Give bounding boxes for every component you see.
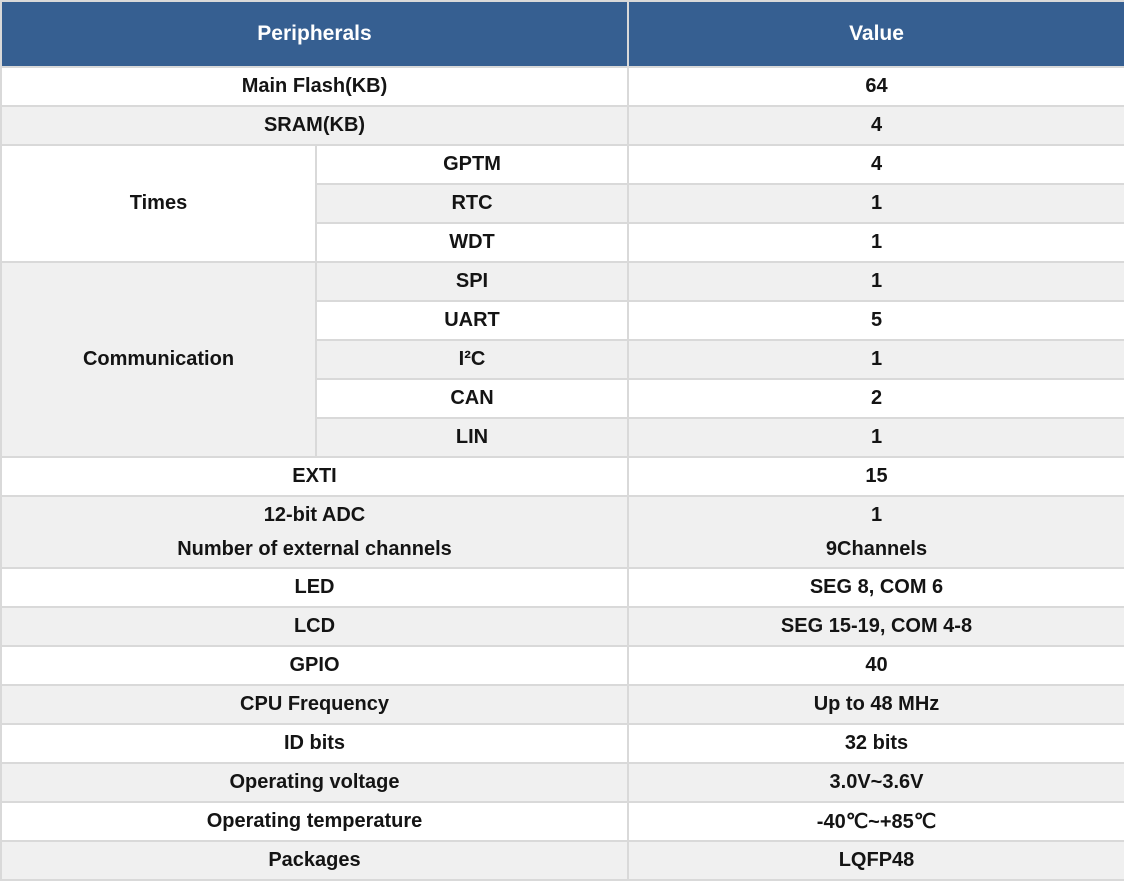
row-id-bits: ID bits 32 bits	[0, 723, 1124, 764]
row-led: LED SEG 8, COM 6	[0, 567, 1124, 608]
gptm-value: 4	[627, 144, 1124, 185]
packages-value: LQFP48	[627, 840, 1124, 881]
adc-label: 12-bit ADC Number of external channels	[0, 495, 629, 569]
table-header-row: Peripherals Value	[0, 0, 1124, 68]
row-can: CAN 2	[1, 378, 1124, 419]
spi-label: SPI	[315, 261, 629, 302]
lin-label: LIN	[315, 417, 629, 458]
row-lin: LIN 1	[1, 417, 1124, 458]
row-rtc: RTC 1	[1, 183, 1124, 224]
row-spi: Communication SPI 1	[0, 261, 1124, 458]
row-operating-temperature: Operating temperature -40℃~+85℃	[0, 801, 1124, 842]
gptm-label: GPTM	[315, 144, 629, 185]
header-value: Value	[627, 0, 1124, 68]
operating-voltage-label: Operating voltage	[0, 762, 629, 803]
operating-temperature-value: -40℃~+85℃	[627, 801, 1124, 842]
can-value: 2	[627, 378, 1124, 419]
sram-value: 4	[627, 105, 1124, 146]
lcd-value: SEG 15-19, COM 4-8	[627, 606, 1124, 647]
adc-value-line1: 1	[870, 504, 883, 526]
id-bits-value: 32 bits	[627, 723, 1124, 764]
rtc-label: RTC	[315, 183, 629, 224]
id-bits-label: ID bits	[0, 723, 629, 764]
led-value: SEG 8, COM 6	[627, 567, 1124, 608]
exti-label: EXTI	[0, 456, 629, 497]
row-main-flash: Main Flash(KB) 64	[0, 66, 1124, 107]
operating-temperature-label: Operating temperature	[0, 801, 629, 842]
wdt-label: WDT	[315, 222, 629, 263]
row-sram: SRAM(KB) 4	[0, 105, 1124, 146]
row-uart: UART 5	[1, 300, 1124, 341]
lin-value: 1	[627, 417, 1124, 458]
group-label-times: Times	[0, 144, 317, 263]
adc-label-line1: 12-bit ADC	[263, 504, 366, 526]
rtc-value: 1	[627, 183, 1124, 224]
lcd-label: LCD	[0, 606, 629, 647]
cpu-frequency-label: CPU Frequency	[0, 684, 629, 725]
adc-label-line2: Number of external channels	[177, 538, 452, 560]
main-flash-value: 64	[627, 66, 1124, 107]
row-gpio: GPIO 40	[0, 645, 1124, 686]
row-exti: EXTI 15	[0, 456, 1124, 497]
cpu-frequency-value: Up to 48 MHz	[627, 684, 1124, 725]
row-gptm: Times GPTM 4	[0, 144, 1124, 263]
wdt-value: 1	[627, 222, 1124, 263]
group-label-communication: Communication	[0, 261, 317, 458]
can-label: CAN	[315, 378, 629, 419]
row-operating-voltage: Operating voltage 3.0V~3.6V	[0, 762, 1124, 803]
header-peripherals: Peripherals	[0, 0, 629, 68]
adc-value-line2: 9Channels	[825, 538, 928, 560]
adc-value: 1 9Channels	[627, 495, 1124, 569]
main-flash-label: Main Flash(KB)	[0, 66, 629, 107]
spi-value: 1	[627, 261, 1124, 302]
gpio-label: GPIO	[0, 645, 629, 686]
i2c-value: 1	[627, 339, 1124, 380]
i2c-label: I²C	[315, 339, 629, 380]
row-packages: Packages LQFP48	[0, 840, 1124, 881]
exti-value: 15	[627, 456, 1124, 497]
uart-value: 5	[627, 300, 1124, 341]
gpio-value: 40	[627, 645, 1124, 686]
uart-label: UART	[315, 300, 629, 341]
led-label: LED	[0, 567, 629, 608]
row-i2c: I²C 1	[1, 339, 1124, 380]
packages-label: Packages	[0, 840, 629, 881]
row-adc: 12-bit ADC Number of external channels 1…	[0, 495, 1124, 569]
row-wdt: WDT 1	[1, 222, 1124, 263]
operating-voltage-value: 3.0V~3.6V	[627, 762, 1124, 803]
row-cpu-frequency: CPU Frequency Up to 48 MHz	[0, 684, 1124, 725]
sram-label: SRAM(KB)	[0, 105, 629, 146]
row-lcd: LCD SEG 15-19, COM 4-8	[0, 606, 1124, 647]
